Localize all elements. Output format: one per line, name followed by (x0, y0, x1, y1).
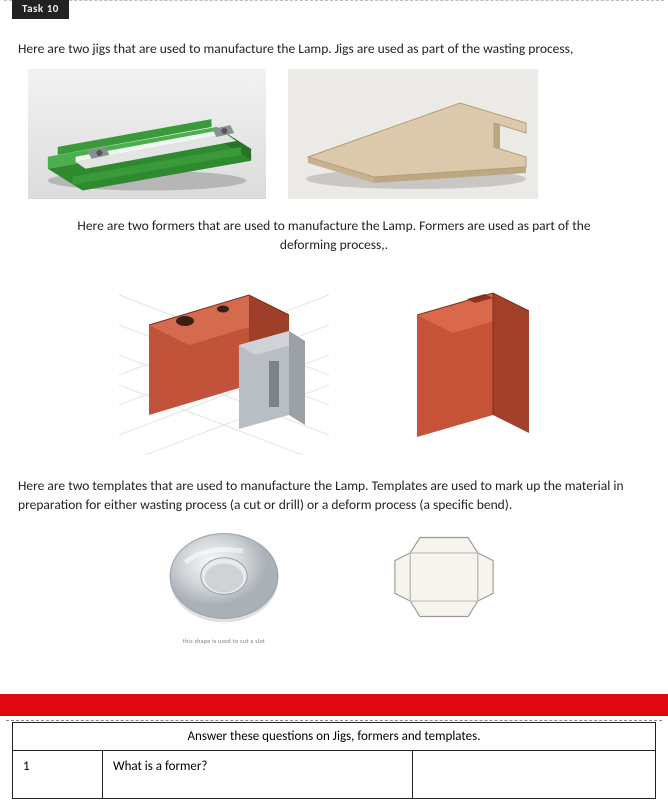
jig-image-1 (28, 69, 266, 199)
paragraph-formers-1: Here are two formers that are used to ma… (18, 217, 650, 236)
document-content: Here are two jigs that are used to manuf… (0, 28, 668, 645)
q1-answer-cell[interactable] (413, 751, 655, 798)
jigs-image-row (28, 69, 650, 199)
q1-number-cell: 1 (13, 751, 103, 798)
q1-text-cell: What is a former? (103, 751, 413, 798)
former-image-2 (389, 265, 549, 455)
formers-image-row (18, 265, 650, 455)
template-image-net (369, 524, 519, 645)
page-dotted-border (4, 0, 664, 10)
washer-caption: this shape is used to cut a slot (149, 637, 299, 645)
templates-image-row: this shape is used to cut a slot (18, 524, 650, 645)
table-dashed-top (6, 720, 662, 721)
jig-image-2 (288, 69, 538, 199)
question-row-1: 1 What is a former? (13, 751, 655, 798)
template-image-washer: this shape is used to cut a slot (149, 524, 299, 645)
red-divider-band (0, 694, 668, 716)
paragraph-jigs: Here are two jigs that are used to manuf… (18, 40, 650, 59)
questions-table: Answer these questions on Jigs, formers … (12, 722, 656, 799)
questions-heading: Answer these questions on Jigs, formers … (13, 723, 655, 751)
former-image-1 (119, 265, 329, 455)
paragraph-templates: Here are two templates that are used to … (18, 477, 650, 515)
paragraph-formers-2: deforming process,. (18, 236, 650, 255)
task-tab: Task 10 (12, 0, 69, 19)
